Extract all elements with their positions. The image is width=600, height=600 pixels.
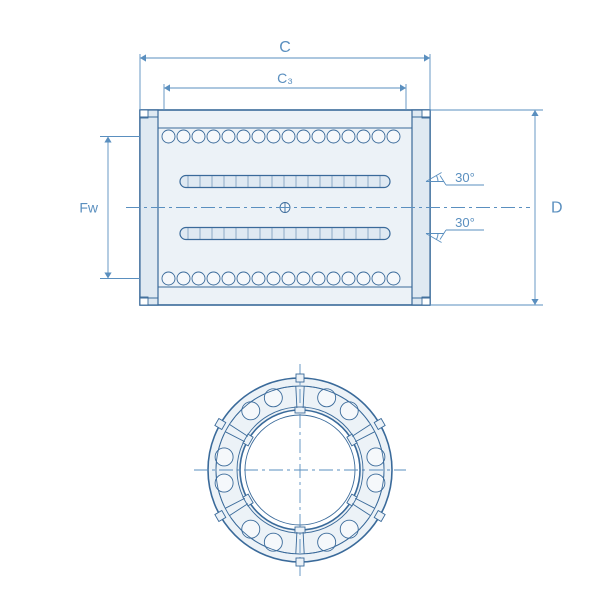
dim-label-c3: C₃ xyxy=(277,70,293,86)
dim-label-d: D xyxy=(551,200,563,217)
svg-text:30°: 30° xyxy=(455,215,475,230)
dim-label-c: C xyxy=(279,39,291,56)
front-view xyxy=(194,364,406,576)
side-view: C C₃ D Fw 30° 30° xyxy=(79,39,562,305)
dim-label-fw: Fw xyxy=(79,200,99,216)
svg-text:30°: 30° xyxy=(455,170,475,185)
